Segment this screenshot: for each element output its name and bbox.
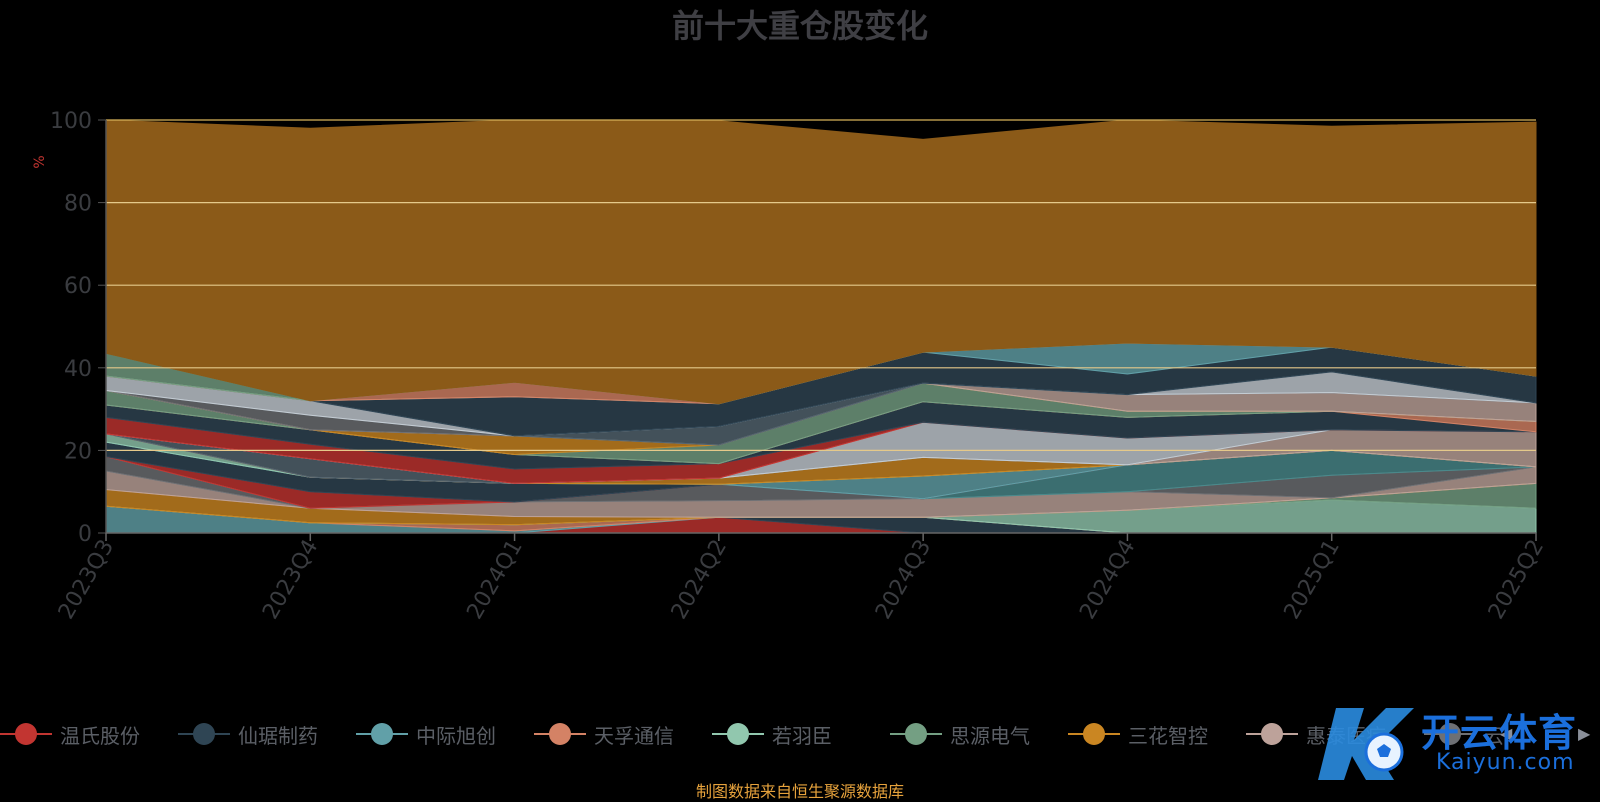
x-tick-label: 2024Q1: [462, 536, 527, 624]
y-tick-label: 0: [78, 522, 92, 547]
legend-marker-dot: [1439, 723, 1461, 745]
y-axis-unit: %: [32, 155, 48, 168]
legend-marker-icon: [1246, 721, 1298, 747]
legend-label: 云: [1484, 723, 1504, 748]
logo-brand-text: 开云体育: [1421, 711, 1578, 755]
legend-prev-button[interactable]: ◀: [1500, 724, 1513, 743]
y-tick-label: 40: [64, 357, 92, 382]
legend-marker-dot: [1083, 723, 1105, 745]
legend-item[interactable]: 三花智控: [1068, 716, 1208, 752]
legend-item[interactable]: 思源电气: [890, 716, 1030, 752]
y-tick-label: 100: [50, 109, 92, 134]
legend-next-button[interactable]: ▶: [1578, 724, 1591, 743]
legend-marker-icon: [712, 721, 764, 747]
legend-marker-dot: [905, 723, 927, 745]
legend-marker-icon: [178, 721, 230, 747]
legend-item[interactable]: 天孚通信: [534, 716, 674, 752]
legend-marker-icon: [0, 721, 52, 747]
legend-marker-dot: [1261, 723, 1283, 745]
x-tick-label: 2024Q3: [871, 536, 936, 624]
legend-marker-dot: [371, 723, 393, 745]
legend-label: 中际旭创: [416, 723, 496, 748]
area-series-group: [105, 119, 1537, 534]
grid-lines: [106, 119, 1536, 451]
legend-label: 温氏股份: [60, 723, 140, 748]
legend-label: 天孚通信: [594, 723, 674, 748]
y-tick-label: 60: [64, 274, 92, 299]
legend-marker-icon: [1424, 721, 1476, 747]
source-footnote: 制图数据来自恒生聚源数据库: [695, 782, 904, 801]
chart-title: 前十大重仓股变化: [672, 7, 928, 45]
soccer-ball-icon: [1318, 708, 1414, 780]
legend-marker-dot: [193, 723, 215, 745]
legend-item[interactable]: 仙琚制药: [178, 716, 318, 752]
x-tick-label: 2024Q2: [667, 536, 732, 624]
legend-label: 三花智控: [1128, 723, 1208, 748]
legend-marker-icon: [890, 721, 942, 747]
logo-domain-text: Kaiyun.com: [1436, 750, 1575, 775]
y-tick-label: 80: [64, 192, 92, 217]
y-tick-label: 20: [64, 439, 92, 464]
x-tick-label: 2023Q3: [54, 536, 119, 624]
legend-marker-dot: [549, 723, 571, 745]
x-tick-label: 2025Q1: [1280, 536, 1345, 624]
legend-item[interactable]: 云: [1424, 716, 1504, 752]
legend-label: 仙琚制药: [238, 723, 318, 748]
legend-marker-icon: [356, 721, 408, 747]
x-tick-label: 2025Q2: [1484, 536, 1549, 624]
watermark-logo: 开云体育 Kaiyun.com: [1316, 700, 1600, 786]
legend-marker-icon: [1068, 721, 1120, 747]
legend-label: 若羽臣: [772, 723, 832, 748]
legend-item[interactable]: 中际旭创: [356, 716, 496, 752]
x-tick-label: 2023Q4: [258, 536, 323, 624]
legend-marker-dot: [15, 723, 37, 745]
legend-item[interactable]: 若羽臣: [712, 716, 832, 752]
x-tick-label: 2024Q4: [1075, 536, 1140, 624]
legend-marker-icon: [534, 721, 586, 747]
legend-marker-dot: [727, 723, 749, 745]
legend-label: 思源电气: [950, 723, 1030, 748]
legend-item[interactable]: 温氏股份: [0, 716, 140, 752]
